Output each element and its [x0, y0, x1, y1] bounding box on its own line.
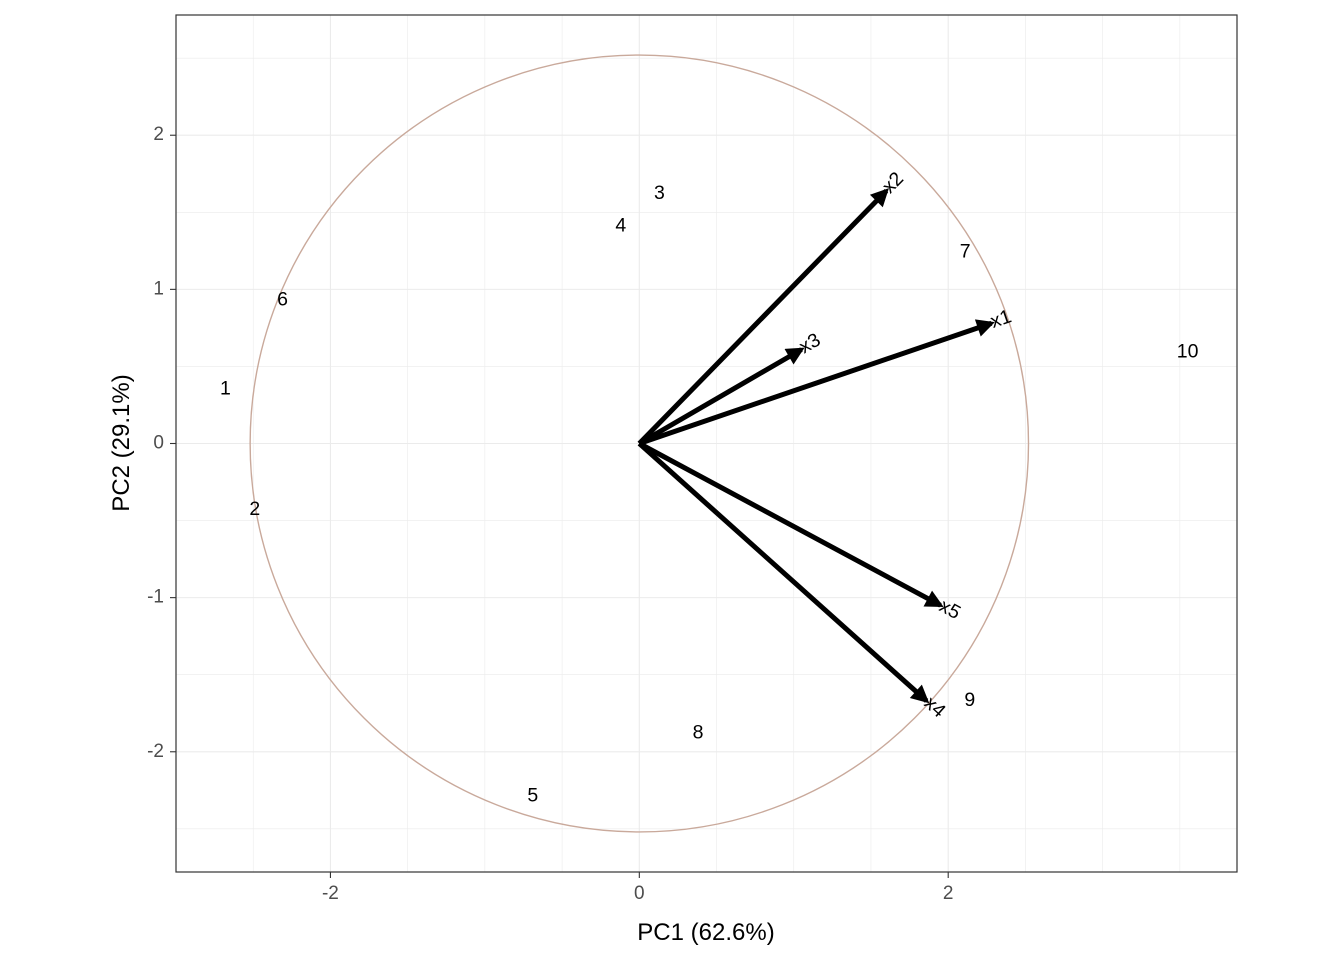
y-tick-label: 2 [153, 124, 164, 145]
x-tick-label: -2 [322, 883, 339, 904]
observation-label-7: 7 [960, 241, 971, 263]
y-tick-label: 0 [153, 433, 164, 454]
correlation-circle-layer [249, 54, 1030, 833]
observation-label-1: 1 [220, 378, 231, 400]
loading-arrow-x3 [638, 347, 805, 446]
observation-label-6: 6 [277, 288, 288, 310]
loading-arrows [637, 188, 995, 704]
y-tick-label: 1 [153, 278, 164, 299]
loading-arrow-x4 [637, 441, 930, 704]
x-tick-label: 2 [943, 883, 954, 904]
observation-label-2: 2 [249, 498, 260, 520]
x-axis-ticks: -2 0 2 [322, 872, 954, 904]
observation-label-8: 8 [693, 721, 704, 743]
y-tick-label: -2 [147, 741, 164, 762]
x-axis-title: PC1 (62.6%) [637, 919, 774, 946]
loading-arrow-x1 [638, 319, 995, 446]
observation-labels: 1 2 3 4 5 6 7 8 9 10 [220, 182, 1199, 807]
observation-label-10: 10 [1177, 341, 1199, 363]
x-tick-label: 0 [634, 883, 645, 904]
y-axis-ticks: -2 -1 0 1 2 [147, 124, 176, 762]
loading-arrow-x5 [638, 441, 944, 608]
y-axis-title: PC2 (29.1%) [108, 374, 135, 511]
grid-lines [175, 15, 1237, 872]
observation-label-3: 3 [654, 182, 665, 204]
y-tick-label: -1 [147, 587, 164, 608]
correlation-circle [249, 54, 1030, 833]
observation-label-4: 4 [615, 214, 626, 236]
loading-arrow-x2 [637, 188, 889, 446]
observation-label-5: 5 [527, 785, 538, 807]
observation-label-9: 9 [964, 689, 975, 711]
